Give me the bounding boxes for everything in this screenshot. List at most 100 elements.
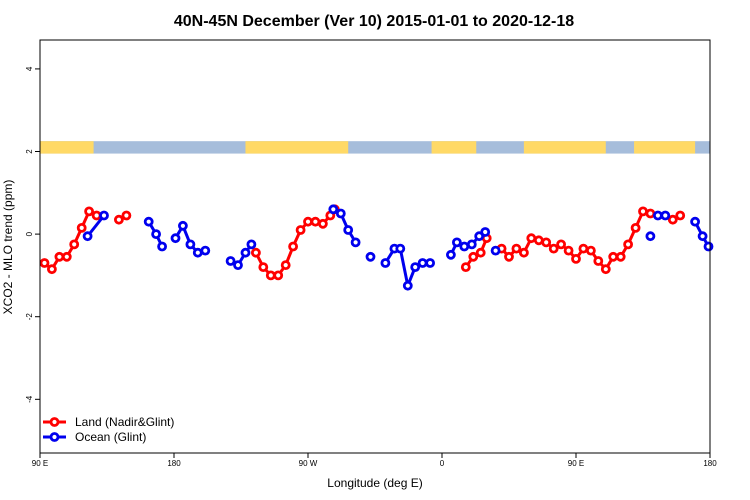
ocean-point-2-0 xyxy=(170,233,181,244)
ocean-point-11-2 xyxy=(703,241,714,252)
ocean-point-5-0 xyxy=(365,251,376,262)
land-point-4-13 xyxy=(593,256,604,266)
land-point-2-0 xyxy=(250,247,261,258)
ocean-point-0-1 xyxy=(99,210,109,221)
land-point-4-12 xyxy=(586,245,596,256)
land-point-2-2 xyxy=(265,270,276,281)
ocean-point-4-1 xyxy=(335,208,346,219)
land-point-4-11 xyxy=(578,243,589,254)
land-point-4-1 xyxy=(504,251,514,262)
land-point-2-9 xyxy=(317,218,328,229)
land-point-2-3 xyxy=(273,270,284,281)
land-band-segment-0 xyxy=(40,141,94,154)
ocean-point-3-2 xyxy=(240,247,251,258)
land-point-0-3 xyxy=(61,251,72,262)
land-point-4-16 xyxy=(615,251,626,262)
land-band-segment-3 xyxy=(523,141,606,154)
land-point-3-0 xyxy=(460,262,471,273)
ocean-point-2-4 xyxy=(200,245,211,256)
ocean-band xyxy=(40,141,710,154)
land-point-0-1 xyxy=(47,264,57,275)
land-point-3-2 xyxy=(475,247,486,258)
land-point-4-14 xyxy=(600,264,611,275)
land-point-4-18 xyxy=(630,222,641,233)
ocean-point-9-0 xyxy=(645,231,656,242)
land-point-0-5 xyxy=(76,222,87,233)
ocean-point-10-1 xyxy=(660,210,671,221)
ocean-point-3-0 xyxy=(225,256,236,266)
land-point-4-10 xyxy=(571,253,581,264)
ocean-point-1-1 xyxy=(151,229,162,240)
ocean-point-6-4 xyxy=(410,262,421,273)
legend-label-0: Land (Nadir&Glint) xyxy=(75,415,174,429)
x-tick-label-4: 90 E xyxy=(568,459,584,468)
land-point-2-7 xyxy=(303,216,313,227)
land-point-2-5 xyxy=(288,241,299,252)
land-point-0-2 xyxy=(54,251,65,262)
land-point-2-6 xyxy=(295,225,306,235)
land-point-3-1 xyxy=(468,251,479,262)
y-tick-label-3: 2 xyxy=(25,149,34,154)
land-ocean-band xyxy=(40,141,710,154)
x-tick-label-3: 0 xyxy=(440,459,445,468)
ocean-series xyxy=(82,204,714,291)
x-tick-label-0: 90 E xyxy=(32,459,48,468)
ocean-point-7-1 xyxy=(451,237,462,248)
ocean-point-2-3 xyxy=(192,247,203,258)
legend-label-1: Ocean (Glint) xyxy=(75,430,146,444)
ocean-point-2-1 xyxy=(177,220,188,231)
legend-marker-0 xyxy=(49,417,60,427)
land-point-4-20 xyxy=(645,208,656,219)
ocean-point-10-0 xyxy=(653,210,663,221)
ocean-point-8-0 xyxy=(490,245,501,256)
land-point-0-7 xyxy=(91,210,102,221)
land-point-2-1 xyxy=(258,262,269,273)
plot-frame xyxy=(39,39,711,454)
land-point-5-1 xyxy=(675,210,686,221)
land-point-4-8 xyxy=(556,239,566,250)
y-tick-label-0: -4 xyxy=(25,395,34,403)
land-point-0-0 xyxy=(39,258,50,268)
ocean-point-6-6 xyxy=(425,258,436,268)
land-point-4-5 xyxy=(533,235,544,246)
legend: Land (Nadir&Glint)Ocean (Glint) xyxy=(43,415,174,444)
land-point-2-8 xyxy=(310,216,321,227)
y-tick-label-1: -2 xyxy=(25,313,34,321)
ocean-point-4-0 xyxy=(328,204,339,215)
ocean-point-7-3 xyxy=(466,239,477,250)
ocean-point-7-0 xyxy=(445,249,456,260)
ocean-point-6-3 xyxy=(402,280,413,291)
land-point-4-6 xyxy=(541,237,552,248)
ocean-point-4-2 xyxy=(343,225,354,235)
ocean-point-1-0 xyxy=(143,216,154,227)
plot-series xyxy=(39,204,714,291)
ocean-point-3-1 xyxy=(233,260,243,271)
ocean-point-1-2 xyxy=(157,241,168,252)
ocean-point-11-0 xyxy=(690,216,700,227)
land-point-4-9 xyxy=(563,245,574,256)
ocean-point-6-0 xyxy=(380,258,391,268)
land-band-segment-2 xyxy=(431,141,477,154)
land-point-4-2 xyxy=(511,243,522,254)
ocean-point-6-5 xyxy=(417,258,428,268)
land-point-1-1 xyxy=(121,210,132,221)
land-point-4-17 xyxy=(623,239,633,250)
x-axis-label: Longitude (deg E) xyxy=(327,476,422,490)
ocean-point-7-5 xyxy=(480,227,491,237)
ocean-point-4-3 xyxy=(350,237,361,248)
land-point-4-4 xyxy=(526,233,537,244)
ocean-point-2-2 xyxy=(185,239,196,250)
land-series xyxy=(39,204,686,281)
land-point-4-19 xyxy=(638,206,648,217)
ocean-point-11-1 xyxy=(697,231,708,242)
x-tick-label-5: 180 xyxy=(703,459,717,468)
x-tick-label-2: 90 W xyxy=(299,459,318,468)
land-point-0-4 xyxy=(69,239,80,250)
ocean-point-6-2 xyxy=(395,243,406,254)
y-axis-label: XCO2 - MLO trend (ppm) xyxy=(1,180,15,315)
land-point-4-15 xyxy=(608,251,619,262)
legend-marker-1 xyxy=(49,432,60,442)
land-point-5-0 xyxy=(667,214,678,225)
land-point-2-4 xyxy=(280,260,291,271)
